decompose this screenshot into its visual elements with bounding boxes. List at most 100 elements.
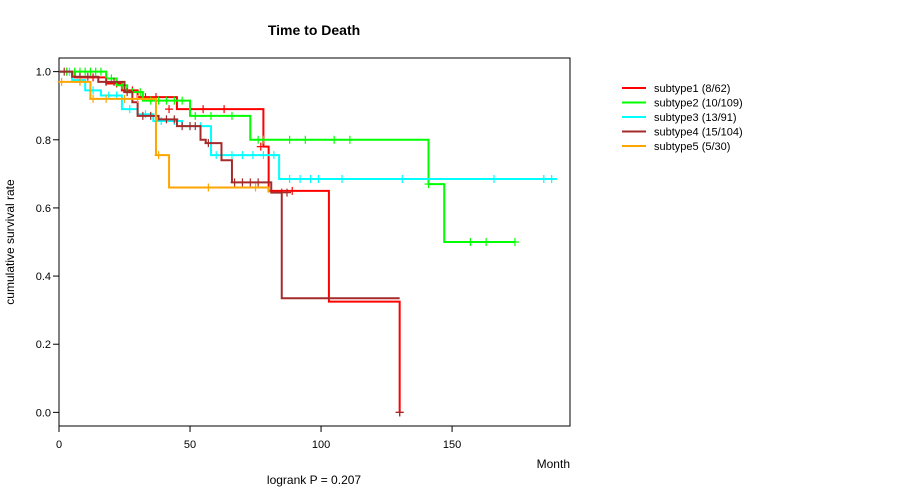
censor-mark — [178, 122, 187, 131]
censor-mark — [424, 180, 433, 189]
censor-mark — [204, 183, 213, 192]
x-axis: 0 50 100 150 — [56, 426, 461, 451]
censor-mark — [314, 174, 323, 183]
legend: subtype1 (8/62) subtype2 (10/109) subtype3… — [622, 83, 743, 153]
censor-mark — [162, 115, 171, 124]
censor-mark — [165, 105, 174, 114]
survival-curve — [59, 70, 401, 413]
censor-mark — [301, 135, 310, 144]
censor-mark — [238, 178, 247, 187]
censor-mark — [170, 96, 179, 105]
legend-item: subtype5 (5/30) — [622, 141, 730, 153]
censor-mark — [227, 151, 236, 160]
legend-item: subtype2 (10/109) — [622, 98, 743, 110]
censor-mark — [191, 122, 200, 131]
x-tick-label: 150 — [443, 439, 461, 451]
censor-mark — [248, 151, 257, 160]
censor-mark — [136, 88, 145, 97]
plot-frame — [58, 57, 571, 427]
legend-label: subtype1 (8/62) — [654, 83, 730, 95]
censor-mark — [199, 105, 208, 114]
censor-mark — [482, 238, 491, 246]
censor-mark — [178, 96, 187, 105]
censor-mark — [83, 72, 92, 81]
censor-mark — [125, 105, 134, 114]
x-tick-label: 100 — [312, 439, 330, 451]
logrank-annotation: logrank P = 0.207 — [267, 473, 362, 487]
censor-mark — [96, 67, 105, 76]
censor-mark — [246, 178, 255, 187]
censor-mark — [259, 151, 268, 160]
x-axis-label: Month — [537, 457, 570, 471]
censor-mark — [230, 178, 239, 187]
series-1 — [59, 67, 404, 417]
censor-mark — [227, 111, 236, 120]
censor-mark — [154, 151, 163, 160]
censor-mark — [539, 174, 548, 183]
censor-mark — [110, 77, 119, 86]
series-4 — [59, 67, 404, 417]
censor-mark — [191, 111, 200, 120]
y-tick-label: 0.8 — [36, 135, 51, 147]
series-layer — [57, 67, 557, 417]
censor-mark — [57, 77, 66, 86]
censor-mark — [60, 67, 69, 76]
censor-mark — [133, 94, 142, 103]
censor-mark — [102, 77, 111, 86]
y-tick-label: 0.2 — [36, 339, 51, 351]
censor-mark — [466, 238, 475, 246]
censor-mark — [254, 178, 263, 187]
censor-mark — [296, 174, 305, 183]
censor-mark — [256, 142, 265, 151]
censor-mark — [123, 88, 132, 97]
legend-item: subtype4 (15/104) — [622, 127, 743, 139]
censor-mark — [398, 174, 407, 183]
censor-mark — [120, 94, 129, 103]
censor-mark — [259, 135, 268, 144]
censor-mark — [547, 174, 556, 183]
legend-label: subtype3 (13/91) — [654, 112, 737, 124]
censor-mark — [338, 174, 347, 183]
survival-curve — [59, 70, 557, 180]
censor-mark — [282, 188, 291, 197]
censor-mark — [490, 174, 499, 183]
censor-mark — [206, 111, 215, 120]
censor-mark — [285, 174, 294, 183]
series-5 — [57, 77, 270, 193]
chart-title: Time to Death — [268, 22, 360, 38]
x-tick-label: 0 — [56, 439, 62, 451]
y-tick-label: 0.0 — [36, 407, 51, 419]
y-axis-label: cumulative survival rate — [3, 179, 17, 305]
survival-curve — [59, 70, 515, 243]
censor-mark — [251, 183, 260, 192]
legend-item: subtype3 (13/91) — [622, 112, 737, 124]
survival-curve — [59, 70, 400, 300]
censor-mark — [269, 151, 278, 160]
censor-mark — [345, 135, 354, 144]
censor-mark — [146, 111, 155, 120]
censor-mark — [204, 139, 213, 148]
censor-mark — [75, 77, 84, 86]
censor-mark — [510, 238, 519, 246]
y-tick-label: 0.6 — [36, 203, 51, 215]
censor-mark — [220, 105, 229, 114]
x-tick-label: 50 — [184, 439, 196, 451]
censor-mark — [288, 186, 297, 195]
censor-mark — [330, 135, 339, 144]
censor-mark — [238, 151, 247, 160]
series-2 — [59, 67, 519, 246]
censor-mark — [102, 94, 111, 103]
censor-mark — [395, 408, 404, 417]
censor-mark — [138, 111, 147, 120]
censor-mark — [306, 174, 315, 183]
y-tick-label: 1.0 — [36, 67, 51, 79]
censor-mark — [89, 94, 98, 103]
legend-label: subtype5 (5/30) — [654, 141, 730, 153]
y-tick-label: 0.4 — [36, 271, 51, 283]
censor-mark — [285, 135, 294, 144]
legend-label: subtype4 (15/104) — [654, 127, 743, 139]
censor-mark — [170, 115, 179, 124]
legend-label: subtype2 (10/109) — [654, 98, 743, 110]
series-3 — [59, 67, 557, 183]
